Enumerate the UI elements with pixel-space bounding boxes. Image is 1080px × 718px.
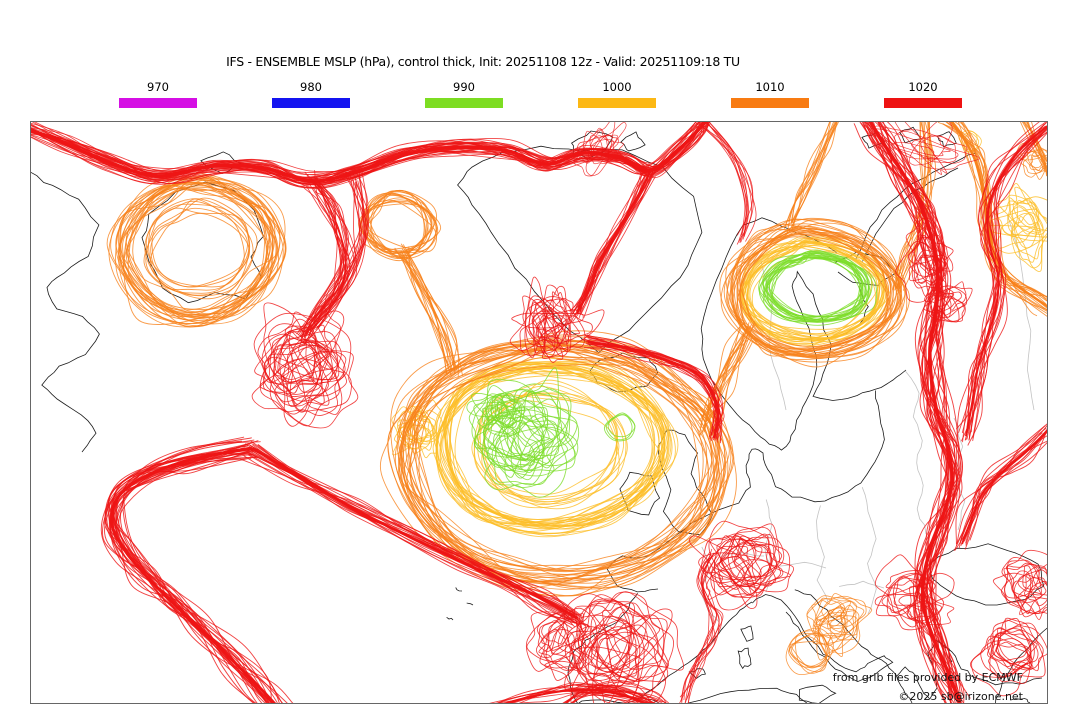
r-iberia-knot xyxy=(544,591,684,704)
legend-label: 990 xyxy=(453,80,475,94)
r-arc-branch xyxy=(239,440,587,629)
greenland xyxy=(457,145,703,354)
border-russia-west xyxy=(905,370,927,535)
legend-item: 990 xyxy=(425,80,503,108)
r-sgreenland-knot xyxy=(509,276,605,363)
border-east-europe xyxy=(861,486,877,615)
legend-label: 1000 xyxy=(602,80,632,94)
page-title: IFS - ENSEMBLE MSLP (hPa), control thick… xyxy=(226,54,740,69)
cyprus xyxy=(1010,698,1031,704)
attribution-copyright: ©2025 sb@irizone.net xyxy=(898,690,1023,703)
o-finland-nw-band xyxy=(784,121,840,235)
sicily xyxy=(798,684,837,704)
azores-3 xyxy=(446,616,454,621)
g-small-circle xyxy=(603,412,636,442)
novaya-zemlya-1 xyxy=(855,152,977,259)
y-right-loop xyxy=(983,183,1048,272)
legend-item: 1020 xyxy=(884,80,962,108)
pressure-legend: 970 980 990 1000 1010 1020 xyxy=(0,80,1080,112)
spaghetti-contours xyxy=(30,121,1048,704)
g-atlantic-knot2 xyxy=(466,392,526,437)
border-poland xyxy=(816,505,829,603)
r-davis-knot xyxy=(251,302,359,429)
north-africa-coast xyxy=(576,687,809,704)
r-right-blob-2 xyxy=(969,617,1048,697)
r-algeria-band xyxy=(485,682,656,704)
legend-swatch xyxy=(425,98,503,108)
r-alps-knot xyxy=(689,520,794,611)
o-baffin-inner xyxy=(143,197,258,300)
o-italy-knot xyxy=(806,593,873,661)
legend-label: 1010 xyxy=(755,80,785,94)
border-caspian xyxy=(1052,580,1066,678)
labrador-coast xyxy=(30,171,100,453)
map-content xyxy=(30,121,1066,709)
r-big-arc xyxy=(100,436,294,704)
black-sea xyxy=(929,543,1045,606)
r-desc-arm-east xyxy=(309,167,369,334)
r-c-curve xyxy=(695,121,757,245)
legend-swatch xyxy=(731,98,809,108)
legend-item: 1010 xyxy=(731,80,809,108)
corsica xyxy=(740,625,754,642)
o-finland-ring xyxy=(719,217,910,368)
legend-item: 1000 xyxy=(578,80,656,108)
o-italy-ring xyxy=(785,627,834,675)
legend-item: 980 xyxy=(272,80,350,108)
azores-1 xyxy=(455,587,463,592)
r-east-eddy-2 xyxy=(923,278,973,323)
sardinia xyxy=(737,647,752,670)
legend-label: 1020 xyxy=(908,80,938,94)
r-right-diag xyxy=(953,422,1048,551)
attribution-source: from grib files provided by ECMWF xyxy=(832,671,1023,684)
legend-swatch xyxy=(578,98,656,108)
g-atlantic-knot xyxy=(468,367,580,498)
border-russia-ural xyxy=(1006,214,1035,411)
legend-label: 970 xyxy=(147,80,169,94)
franz-josef-3 xyxy=(937,131,957,148)
g-finland-ring xyxy=(758,249,878,326)
y-atlantic-ring xyxy=(432,357,679,538)
r-balkan-knot xyxy=(874,554,955,637)
legend-item: 970 xyxy=(119,80,197,108)
border-balkan xyxy=(839,580,885,589)
crete xyxy=(934,705,958,709)
o-janmayen-loop xyxy=(358,189,442,262)
baltic-europe-coast xyxy=(606,390,885,593)
svalbard-east xyxy=(620,131,646,152)
r-iberia-west-knot xyxy=(525,607,598,681)
border-germany xyxy=(764,499,773,593)
legend-label: 980 xyxy=(300,80,322,94)
scandinavia xyxy=(700,217,907,451)
o-atlantic-ring xyxy=(380,330,737,597)
r-svalbard-bits xyxy=(573,121,627,177)
r-east-band xyxy=(853,121,971,704)
r-alps-tail xyxy=(678,548,724,704)
legend-swatch xyxy=(884,98,962,108)
r-right-blob-1 xyxy=(992,549,1048,621)
border-france-east xyxy=(701,546,720,623)
ireland xyxy=(619,471,661,516)
legend-swatch xyxy=(272,98,350,108)
map-frame xyxy=(30,121,1048,704)
r-east-eddy-1 xyxy=(895,217,954,303)
r-right-top-band xyxy=(955,121,1048,447)
border-central-2 xyxy=(779,561,827,569)
o-baffin-ring xyxy=(106,173,287,328)
r-greenland-east xyxy=(569,163,658,322)
r-sgreenland-tail xyxy=(581,334,725,444)
legend-swatch xyxy=(119,98,197,108)
azores-2 xyxy=(466,602,474,606)
